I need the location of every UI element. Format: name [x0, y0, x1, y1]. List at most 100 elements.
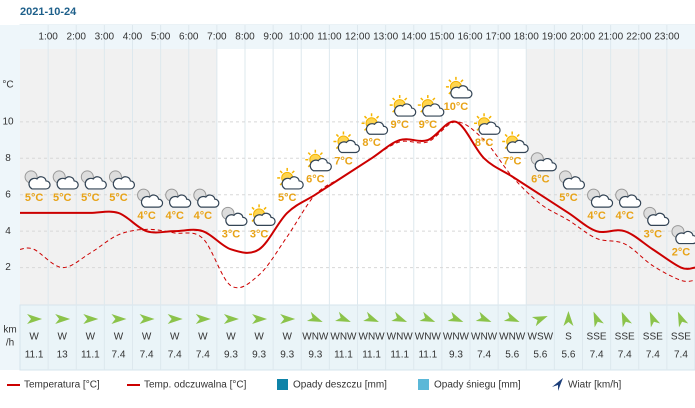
sun-ray [460, 79, 464, 83]
legend-label: Temperatura [°C] [24, 380, 100, 391]
hour-label: 12:00 [345, 32, 370, 43]
wind-arrow [306, 311, 323, 323]
cloud [169, 194, 192, 208]
cloud [394, 103, 417, 117]
weather-icon [671, 225, 695, 245]
cloud [253, 212, 276, 226]
y-tick-label: 8 [5, 153, 11, 164]
sun-ray [251, 206, 255, 210]
temp-label: 3°C [250, 228, 269, 240]
wind-arrow [447, 311, 464, 323]
weather-icon [277, 167, 304, 190]
wind-speed: 9.3 [280, 350, 294, 361]
wind-arrow [593, 311, 604, 328]
legend-label: Wiatr [km/h] [568, 380, 622, 391]
wind-speed: 5.6 [505, 350, 519, 361]
sun-ray [448, 79, 452, 83]
temp-label: 5°C [559, 192, 578, 204]
sun-ray [404, 97, 408, 101]
cloud [534, 158, 557, 172]
hour-label: 21:00 [598, 32, 623, 43]
cloud [365, 121, 389, 135]
wind-speed: 9.3 [449, 350, 463, 361]
wind-speed: 11.1 [334, 350, 353, 361]
wind-speed: 9.3 [224, 350, 238, 361]
wind-dir: W [142, 332, 152, 343]
temp-label: 4°C [194, 210, 213, 222]
date: 2021-10-24 [20, 6, 77, 18]
wind-arrow [111, 314, 127, 324]
wind-dir: W [29, 332, 39, 343]
hour-label: 7:00 [207, 32, 227, 43]
hour-label: 19:00 [542, 32, 567, 43]
sun-ray [504, 133, 508, 138]
wind-dir: W [114, 332, 124, 343]
weather-icon [587, 188, 614, 208]
wind-speed: 11.1 [81, 350, 100, 361]
hour-label: 3:00 [95, 32, 115, 43]
weather-icon [24, 170, 51, 190]
wind-arrow [195, 314, 211, 324]
weather-icon [558, 170, 586, 190]
sun-ray [319, 152, 323, 156]
temp-label: 9°C [390, 119, 409, 131]
cloud [309, 158, 332, 172]
hour-label: 16:00 [457, 32, 482, 43]
y-tick-label: 2 [5, 262, 11, 273]
y-tick-label: 4 [5, 226, 11, 237]
wind-arrow [649, 311, 661, 328]
wind-arrow [280, 314, 296, 324]
temp-label: 8°C [362, 137, 381, 149]
temp-label: 8°C [475, 137, 494, 149]
weather-icon [333, 131, 361, 154]
temp-label: 4°C [587, 210, 606, 222]
sun-ray [432, 97, 436, 101]
hour-label: 13:00 [373, 32, 398, 43]
hour-label: 8:00 [235, 32, 255, 43]
hour-label: 11:00 [317, 32, 342, 43]
wind-arrow [139, 314, 155, 324]
weather-icon [80, 170, 107, 190]
cloud [281, 176, 304, 190]
sun-ray [263, 206, 267, 210]
wind-speed: 7.4 [674, 350, 688, 361]
axis-panel [0, 25, 20, 370]
hour-label: 17:00 [486, 32, 511, 43]
weather-icon [249, 204, 276, 226]
wind-arrow [223, 314, 239, 324]
wind-dir: SSE [643, 332, 663, 343]
sun-ray [476, 115, 480, 119]
wind-speed: 7.4 [618, 350, 632, 361]
wind-dir: W [57, 332, 67, 343]
wind-dir: WNW [330, 332, 357, 343]
cloud [337, 139, 361, 154]
legend-label: Opady śniegu [mm] [434, 380, 521, 391]
wind-speed: 11.1 [362, 350, 381, 361]
cloud [422, 103, 445, 117]
wind-speed: 7.4 [477, 350, 491, 361]
cloud [506, 139, 529, 154]
wind-dir: SSE [587, 332, 607, 343]
temp-label: 5°C [25, 192, 44, 204]
sun-ray [516, 133, 520, 138]
wind-speed: 7.4 [646, 350, 660, 361]
cloud [84, 176, 107, 190]
wind-dir: WNW [471, 332, 498, 343]
cloud [56, 176, 79, 190]
series-line [19, 121, 695, 289]
wind-arrow [252, 314, 268, 324]
hour-label: 20:00 [570, 32, 595, 43]
weather-icon [361, 113, 389, 135]
sun-ray [375, 115, 380, 119]
hour-label: 14:00 [401, 32, 426, 43]
hour-label: 6:00 [179, 32, 199, 43]
wind-dir: WNW [359, 332, 386, 343]
cloud [619, 194, 642, 208]
hour-label: 23:00 [654, 32, 679, 43]
wind-dir: W [282, 332, 292, 343]
temp-label: 7°C [503, 155, 522, 167]
sun-ray [347, 133, 352, 138]
cloud [590, 194, 614, 208]
legend-swatch [277, 379, 288, 390]
